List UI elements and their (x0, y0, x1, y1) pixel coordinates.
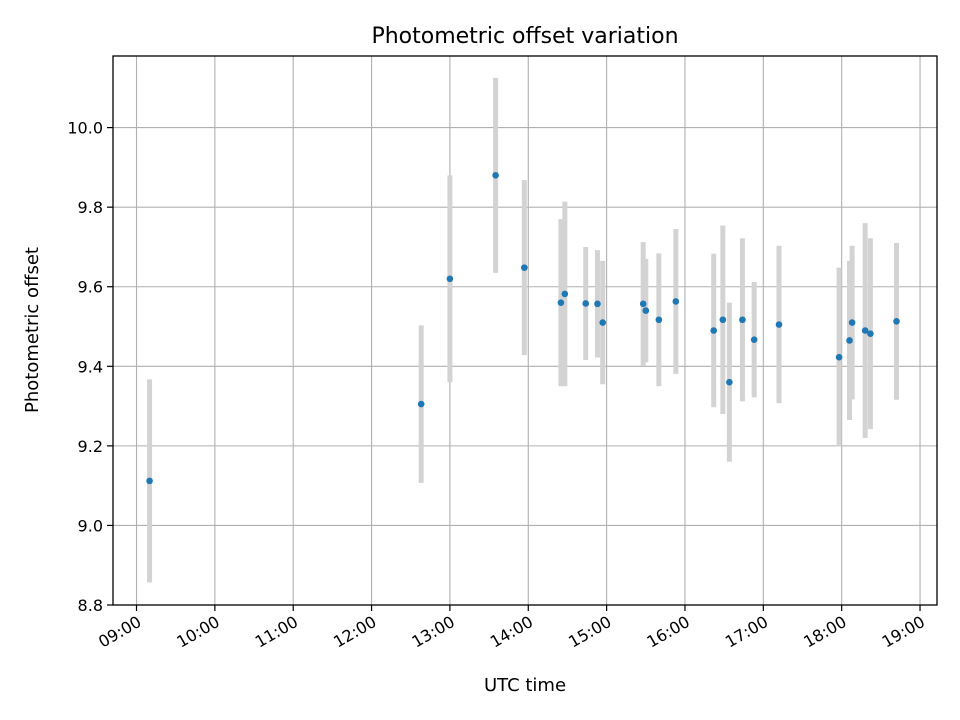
chart-title: Photometric offset variation (371, 24, 678, 49)
data-point (719, 316, 727, 324)
data-point (893, 318, 900, 325)
data-point (582, 300, 590, 307)
data-point (848, 319, 856, 326)
y-tick-label: 9.6 (78, 278, 103, 297)
data-point (835, 353, 843, 361)
x-axis-label: UTC time (484, 675, 566, 696)
data-point (710, 327, 717, 334)
data-point (417, 400, 425, 408)
y-tick-label: 9.2 (78, 437, 103, 456)
y-tick-label: 9.4 (78, 357, 103, 376)
y-tick-label: 9.0 (78, 516, 103, 535)
data-point (557, 299, 565, 306)
y-axis-label: Photometric offset (22, 247, 43, 413)
data-point (146, 477, 153, 485)
data-point (672, 298, 680, 305)
data-point (561, 290, 569, 298)
data-point (775, 321, 783, 328)
data-point (861, 327, 869, 334)
y-axis-ticks: 8.8 9.0 9.2 9.4 9.6 9.8 10.0 (67, 119, 113, 615)
y-tick-label: 10.0 (67, 119, 103, 138)
data-point (750, 336, 758, 343)
data-point (446, 275, 454, 283)
data-point (521, 264, 528, 271)
data-point (599, 319, 606, 326)
data-points (146, 172, 900, 485)
data-point (642, 307, 650, 314)
data-point (726, 378, 733, 386)
data-point (492, 172, 499, 179)
data-point (594, 300, 601, 308)
plot-frame (112, 55, 938, 606)
y-tick-label: 9.8 (78, 198, 103, 217)
data-point (655, 316, 663, 324)
y-tick-label: 8.8 (78, 596, 103, 615)
data-point (867, 330, 874, 337)
data-point (846, 337, 853, 344)
data-point (739, 316, 746, 324)
data-point (639, 300, 647, 308)
